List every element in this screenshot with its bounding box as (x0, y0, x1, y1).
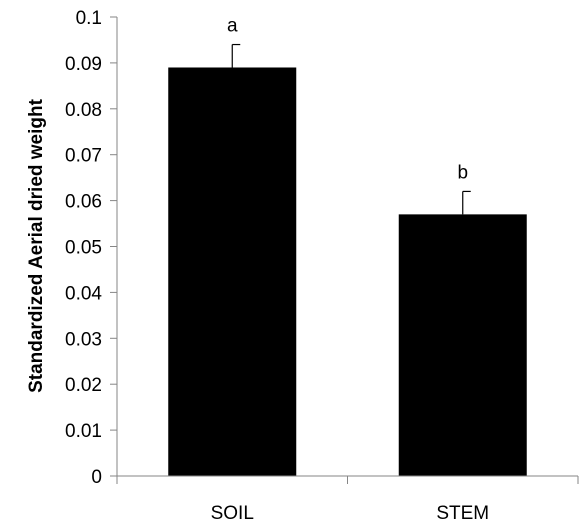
y-tick-label: 0.1 (76, 8, 102, 29)
y-tick-label: 0.09 (65, 54, 102, 75)
significance-label: b (457, 162, 468, 183)
x-tick-label: STEM (436, 503, 489, 524)
y-tick-label: 0.02 (65, 375, 102, 396)
y-axis-label: Standardized Aerial dried weight (26, 98, 47, 393)
y-tick-label: 0.01 (65, 421, 102, 442)
y-tick-label: 0.08 (65, 100, 102, 121)
bar (168, 67, 297, 477)
y-tick-label: 0.04 (65, 283, 102, 304)
y-tick-label: 0.03 (65, 329, 102, 350)
y-tick-label: 0.05 (65, 238, 102, 259)
y-tick-label: 0 (91, 467, 102, 488)
significance-label: a (227, 16, 238, 37)
bar (398, 214, 527, 476)
x-tick-label: SOIL (211, 503, 254, 524)
y-tick-label: 0.06 (65, 192, 102, 213)
y-tick-label: 0.07 (65, 146, 102, 167)
